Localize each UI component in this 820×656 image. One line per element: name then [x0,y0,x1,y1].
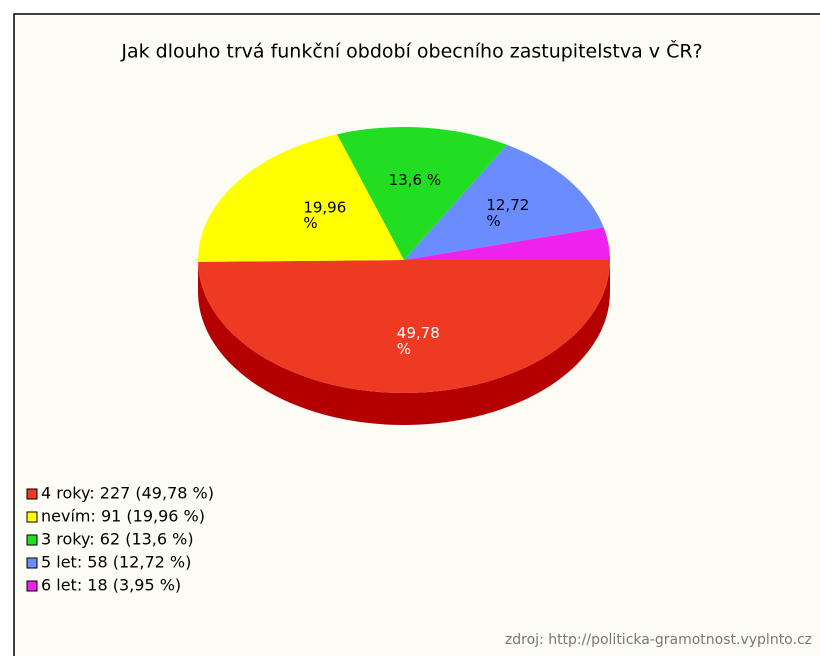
legend-label: 6 let: 18 (3,95 %) [41,576,181,595]
legend-label: 4 roky: 227 (49,78 %) [41,484,214,503]
legend-swatch [26,534,38,546]
legend-label: nevím: 91 (19,96 %) [41,507,205,526]
slice [337,127,507,260]
slice [198,260,611,394]
slice-label: 19,96% [303,198,346,232]
legend-swatch [26,557,38,569]
legend-swatch [26,580,38,592]
source-note: zdroj: http://politicka-gramotnost.vypln… [505,632,812,648]
chart-title: Jak dlouho trvá funkční období obecního … [120,39,702,63]
legend-swatch [26,511,38,523]
legend-label: 5 let: 58 (12,72 %) [41,553,191,572]
legend-swatch [26,488,38,500]
legend-label: 3 roky: 62 (13,6 %) [41,530,194,549]
slice-label: 13,6 % [389,171,441,189]
slice-side [198,260,611,426]
slice [404,144,604,260]
slice-label: 49,78% [397,324,440,358]
slice-label: 12,72% [486,196,529,230]
slice [198,134,404,262]
slice [404,227,610,260]
